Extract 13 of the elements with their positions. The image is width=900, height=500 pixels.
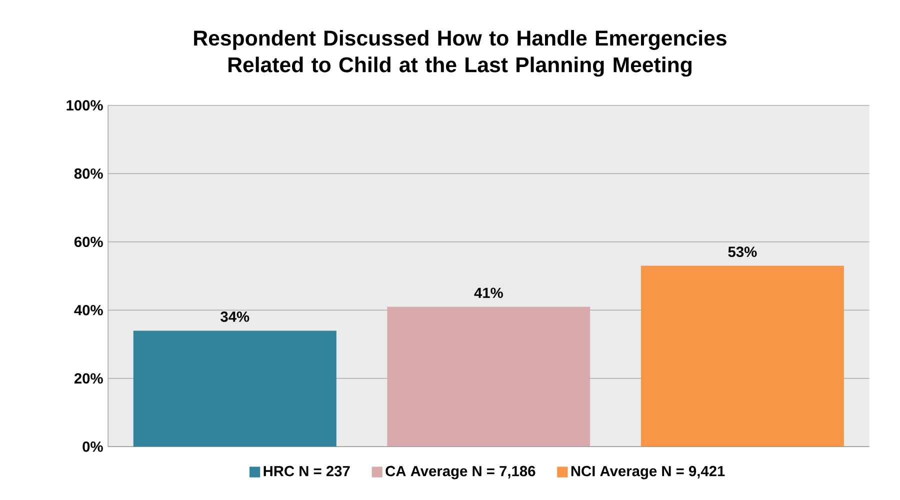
y-tick-label: 60% [74,236,103,248]
chart-title: Respondent Discussed How to Handle Emergencies Related to Child at the Last Planning Meeting [194,30,726,77]
y-tick-label: 100% [66,100,103,111]
y-tick-label: 20% [74,373,103,384]
data-label: 53% [728,246,757,258]
legend-label: HRC N = 237 [264,466,350,476]
y-tick-label: 40% [74,304,103,316]
legend-label: NCI Average N = 9,421 [571,466,725,480]
y-tick-label: 80% [74,168,103,179]
y-tick-label: 0% [82,441,103,452]
data-label: 34% [220,312,250,322]
data-label: 41% [474,288,503,298]
legend-label: CA Average N = 7,186 [386,466,536,480]
